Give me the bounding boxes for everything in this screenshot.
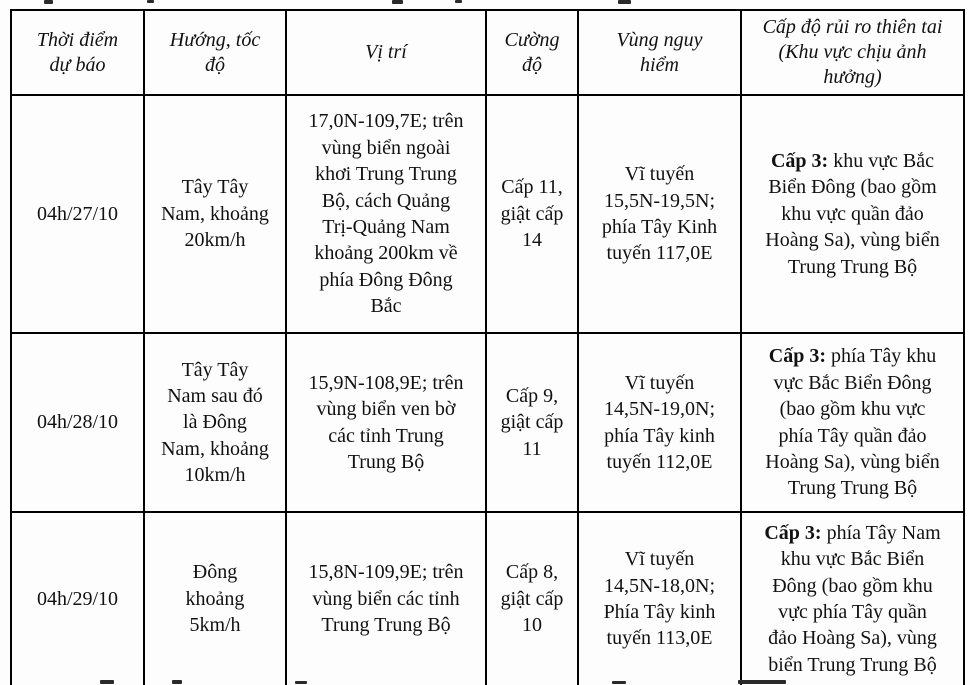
cropped-text-fragment-top (618, 0, 631, 4)
cropped-text-fragment-top (44, 0, 53, 4)
header-forecast-time: Thời điểm dự báo (10, 9, 145, 96)
cell-direction-speed: Tây Tây Nam, khoảng 20km/h (143, 94, 287, 334)
risk-level-label: Cấp 3: (764, 521, 822, 544)
cell-risk-level: Cấp 3: phía Tây Nam khu vực Bắc Biển Đôn… (740, 511, 965, 685)
cell-danger-zone: Vĩ tuyến 14,5N-19,0N; phía Tây kinh tuyế… (577, 332, 742, 513)
cropped-text-fragment-bottom (100, 680, 114, 684)
cell-position: 17,0N-109,7E; trên vùng biển ngoài khơi … (285, 94, 487, 334)
cell-position: 15,8N-109,9E; trên vùng biển các tỉnh Tr… (285, 511, 487, 685)
cropped-text-fragment-bottom (172, 680, 182, 684)
header-direction-speed: Hướng, tốc độ (143, 9, 287, 96)
cell-intensity: Cấp 8, giật cấp 10 (485, 511, 579, 685)
cell-risk-level: Cấp 3: khu vực Bắc Biển Đông (bao gồm kh… (740, 94, 965, 334)
cell-direction-speed: Tây Tây Nam sau đó là Đông Nam, khoảng 1… (143, 332, 287, 513)
cell-intensity: Cấp 11, giật cấp 14 (485, 94, 579, 334)
cropped-text-fragment-bottom (612, 681, 626, 684)
forecast-table: Thời điểm dự báo Hướng, tốc độ Vị trí Cư… (10, 9, 965, 685)
cropped-text-fragment-bottom (738, 680, 786, 684)
table-row: 04h/29/10 Đông khoảng 5km/h 15,8N-109,9E… (10, 511, 965, 685)
cropped-text-fragment-top (392, 0, 403, 4)
cell-direction-speed: Đông khoảng 5km/h (143, 511, 287, 685)
cropped-text-fragment-top (147, 0, 154, 3)
cell-position: 15,9N-108,9E; trên vùng biển ven bờ các … (285, 332, 487, 513)
header-position: Vị trí (285, 9, 487, 96)
risk-level-label: Cấp 3: (770, 150, 829, 173)
header-danger-zone: Vùng nguy hiểm (577, 9, 742, 96)
header-row: Thời điểm dự báo Hướng, tốc độ Vị trí Cư… (10, 9, 965, 96)
risk-level-label: Cấp 3: (768, 345, 827, 368)
cropped-text-fragment-top (455, 0, 462, 3)
cell-intensity: Cấp 9, giật cấp 11 (485, 332, 579, 513)
table-row: 04h/27/10 Tây Tây Nam, khoảng 20km/h 17,… (10, 94, 965, 334)
cropped-text-fragment-bottom (295, 681, 307, 684)
cell-risk-level: Cấp 3: phía Tây khu vực Bắc Biển Đông (b… (740, 332, 965, 513)
cell-danger-zone: Vĩ tuyến 15,5N-19,5N; phía Tây Kinh tuyế… (577, 94, 742, 334)
cell-danger-zone: Vĩ tuyến 14,5N-18,0N; Phía Tây kinh tuyế… (577, 511, 742, 685)
risk-level-text: phía Tây khu vực Bắc Biển Đông (bao gồm … (765, 345, 940, 500)
header-risk-level: Cấp độ rủi ro thiên tai (Khu vực chịu ản… (740, 9, 965, 96)
cell-forecast-time: 04h/29/10 (10, 511, 145, 685)
risk-level-text: khu vực Bắc Biển Đông (bao gồm khu vực q… (765, 150, 940, 278)
cell-forecast-time: 04h/28/10 (10, 332, 145, 513)
risk-level-text: phía Tây Nam khu vực Bắc Biển Đông (bao … (768, 521, 941, 676)
cell-forecast-time: 04h/27/10 (10, 94, 145, 334)
header-intensity: Cường độ (485, 9, 579, 96)
table-row: 04h/28/10 Tây Tây Nam sau đó là Đông Nam… (10, 332, 965, 513)
